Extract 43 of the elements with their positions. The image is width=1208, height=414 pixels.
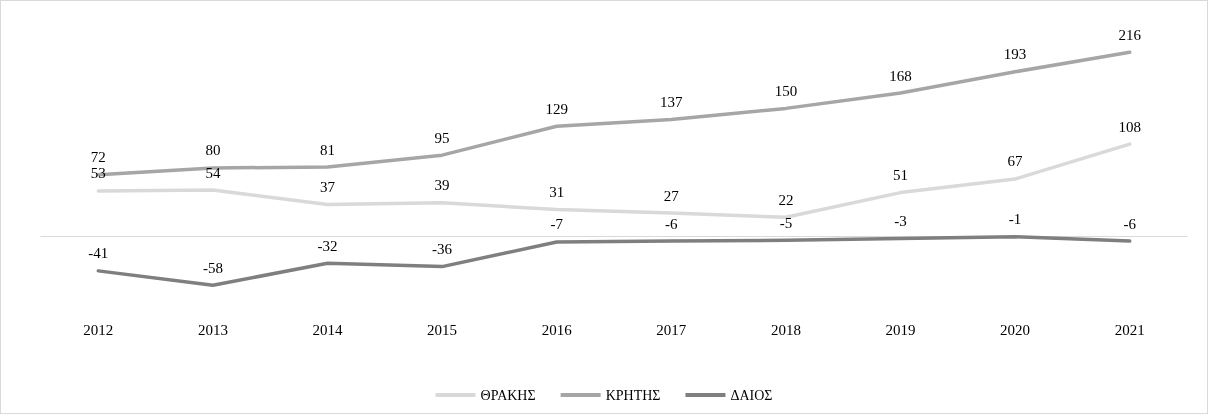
data-label: -58: [202, 259, 223, 276]
data-label: 80: [205, 142, 221, 159]
x-tick-label: 2021: [1114, 321, 1145, 338]
x-tick-label: 2019: [885, 321, 916, 338]
legend-label: ΚΡΗΤΗΣ: [605, 387, 661, 403]
data-label: -36: [432, 241, 453, 258]
data-label: 95: [434, 129, 450, 146]
data-label: 81: [320, 141, 335, 158]
data-label: 31: [549, 184, 565, 201]
data-label: 150: [774, 82, 798, 99]
data-label: -6: [665, 215, 679, 232]
data-label: 168: [889, 67, 912, 84]
data-label: 137: [660, 93, 684, 110]
data-label: 22: [778, 191, 794, 208]
data-label: 37: [320, 179, 336, 196]
x-tick-label: 2018: [770, 321, 801, 338]
x-tick-label: 2020: [1000, 321, 1031, 338]
data-label: -41: [88, 245, 109, 262]
x-tick-label: 2014: [312, 321, 343, 338]
data-label: -32: [317, 237, 338, 254]
x-tick-label: 2013: [197, 321, 228, 338]
data-label: 54: [205, 164, 221, 181]
data-label: -6: [1123, 215, 1137, 232]
data-label: -1: [1008, 211, 1022, 228]
data-label: 216: [1118, 26, 1142, 43]
data-label: 108: [1118, 118, 1141, 135]
legend-label: ΘΡΑΚΗΣ: [480, 387, 536, 403]
data-label: 39: [434, 177, 450, 194]
x-tick-label: 2016: [541, 321, 573, 338]
data-label: -7: [550, 216, 564, 233]
x-tick-label: 2017: [656, 321, 687, 338]
data-label: -5: [779, 214, 793, 231]
data-label: 129: [545, 100, 568, 117]
data-label: 67: [1007, 153, 1024, 170]
legend-label: ΔΑΙΟΣ: [730, 387, 773, 403]
x-tick-label: 2015: [427, 321, 458, 338]
data-label: 53: [90, 165, 106, 182]
data-label: 51: [893, 167, 908, 184]
data-label: 27: [663, 187, 680, 204]
data-label: 193: [1003, 46, 1027, 63]
data-label: 72: [90, 149, 106, 166]
x-tick-label: 2012: [83, 321, 114, 338]
data-label: -3: [894, 213, 907, 230]
